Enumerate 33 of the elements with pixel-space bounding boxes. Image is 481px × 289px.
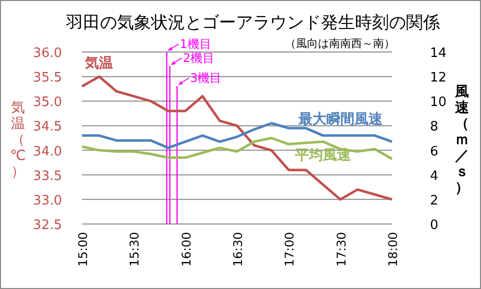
y2-tick-label: 0	[430, 218, 438, 233]
y2-tick-label: 4	[430, 168, 438, 184]
y2-tick-label: 14	[430, 46, 447, 61]
y-tick-label: 34.0	[33, 144, 62, 160]
y2-tick-label: 2	[430, 193, 438, 208]
x-tick-label: 16:30	[231, 232, 245, 267]
x-tick-label: 18:00	[386, 232, 400, 267]
ref-line-label: 2機目	[182, 51, 214, 65]
x-tick-label: 16:00	[179, 232, 194, 267]
y2-tick-label: 12	[430, 70, 447, 86]
series-label: 最大瞬間風速	[297, 112, 384, 128]
chart-subtitle: （風向は南南西～南）	[285, 37, 395, 50]
y-tick-label: 33.5	[33, 168, 62, 184]
y-tick-label: 36.0	[33, 46, 62, 61]
y2-tick-label: 6	[430, 144, 438, 160]
x-tick-label: 17:00	[282, 232, 297, 267]
y-tick-label: 35.5	[33, 70, 62, 86]
y-tick-label: 33.0	[33, 193, 62, 208]
x-tick-label: 15:00	[76, 232, 90, 267]
series-label: 気温	[84, 56, 114, 72]
y-axis-title: 気温（℃）	[10, 100, 26, 180]
y2-tick-label: 8	[430, 120, 438, 135]
ref-line-label: 3機目	[190, 71, 222, 85]
y2-tick-label: 10	[430, 95, 447, 110]
y-tick-label: 32.5	[33, 218, 62, 233]
y-tick-label: 35.0	[33, 95, 62, 110]
y2-axis-title: 風速（ｍ／ｓ）	[454, 84, 470, 196]
x-tick-label: 17:30	[334, 232, 348, 267]
chart-title: 羽田の気象状況とゴーアラウンド発生時刻の関係	[65, 13, 440, 33]
ref-line-label: 1機目	[180, 37, 212, 51]
line-series	[80, 136, 394, 160]
y-tick-label: 34.5	[33, 120, 62, 135]
x-tick-label: 15:30	[128, 232, 142, 267]
